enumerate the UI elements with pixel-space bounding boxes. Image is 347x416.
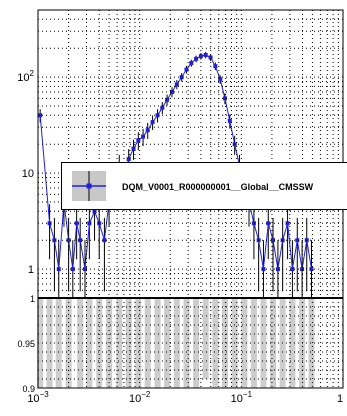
data-point bbox=[203, 52, 208, 57]
data-point bbox=[83, 267, 88, 272]
data-point bbox=[66, 238, 71, 243]
data-point bbox=[126, 157, 131, 162]
ratio-band bbox=[221, 298, 228, 388]
ratio-band bbox=[86, 298, 93, 388]
data-point bbox=[97, 221, 102, 226]
data-point bbox=[165, 97, 170, 102]
ratio-band bbox=[96, 298, 103, 388]
data-point bbox=[261, 267, 266, 272]
data-point bbox=[184, 67, 189, 72]
data-point bbox=[290, 267, 295, 272]
ratio-band bbox=[270, 298, 277, 388]
data-point bbox=[150, 120, 155, 125]
data-point bbox=[136, 138, 141, 143]
ratio-band bbox=[202, 298, 209, 379]
data-point bbox=[285, 221, 290, 226]
data-point bbox=[179, 75, 184, 80]
legend-label: DQM_V0001_R000000001__Global__CMSSW bbox=[122, 182, 314, 192]
axes: 10−3 10−2 10−1 1 1 10 102 0.9 0.95 1 bbox=[17, 9, 344, 405]
data-point bbox=[87, 221, 92, 226]
ratio-band bbox=[116, 298, 123, 388]
ratio-band bbox=[289, 298, 296, 388]
data-point bbox=[227, 118, 232, 123]
legend-swatch bbox=[72, 171, 106, 201]
data-point bbox=[218, 77, 223, 82]
ratio-band bbox=[125, 298, 132, 388]
ratio-band bbox=[193, 298, 200, 388]
data-point bbox=[295, 238, 300, 243]
data-point bbox=[266, 221, 271, 226]
ratio-band bbox=[106, 298, 113, 388]
data-point bbox=[155, 113, 160, 118]
ratio-band bbox=[212, 298, 219, 388]
ratio-band bbox=[77, 298, 84, 388]
x-tick-label: 10−1 bbox=[231, 390, 253, 405]
x-tick-label: 1 bbox=[337, 393, 343, 405]
x-tick-label: 10−3 bbox=[27, 390, 49, 405]
data-point bbox=[38, 113, 43, 118]
data-point bbox=[198, 54, 203, 59]
data-point bbox=[208, 55, 213, 60]
ratio-band bbox=[250, 298, 257, 388]
ratio-band bbox=[260, 298, 267, 388]
ratio-band bbox=[37, 298, 44, 388]
data-point bbox=[309, 267, 314, 272]
data-point bbox=[160, 105, 165, 110]
y-tick-label: 0.9 bbox=[22, 384, 35, 394]
ratio-band bbox=[65, 298, 72, 388]
data-point bbox=[145, 128, 150, 133]
data-point bbox=[194, 56, 199, 61]
y-tick-label: 102 bbox=[17, 69, 34, 84]
data-point bbox=[271, 238, 276, 243]
data-point bbox=[78, 238, 83, 243]
ratio-band bbox=[144, 298, 151, 388]
data-point bbox=[170, 89, 175, 94]
y-tick-label: 10 bbox=[22, 168, 34, 180]
data-point bbox=[102, 238, 107, 243]
y-tick-label: 0.95 bbox=[17, 339, 35, 349]
data-point bbox=[189, 61, 194, 66]
ratio-band bbox=[46, 298, 53, 388]
data-point bbox=[47, 221, 52, 226]
ratio-band bbox=[241, 298, 248, 388]
data-point bbox=[74, 221, 79, 226]
data-point bbox=[222, 96, 227, 101]
data-point bbox=[141, 134, 146, 139]
data-point bbox=[174, 82, 179, 87]
data-point bbox=[213, 64, 218, 69]
legend: DQM_V0001_R000000001__Global__CMSSW bbox=[61, 162, 347, 210]
x-tick-label: 10−2 bbox=[129, 390, 151, 405]
ratio-band bbox=[154, 298, 161, 388]
y-tick-label: 1 bbox=[28, 264, 34, 276]
ratio-band bbox=[173, 298, 180, 388]
data-point bbox=[70, 267, 75, 272]
data-point bbox=[131, 146, 136, 151]
ratio-band bbox=[308, 298, 315, 388]
ratio-band bbox=[164, 298, 171, 388]
data-point bbox=[275, 267, 280, 272]
data-point bbox=[251, 221, 256, 226]
y-tick-label: 1 bbox=[30, 294, 35, 304]
